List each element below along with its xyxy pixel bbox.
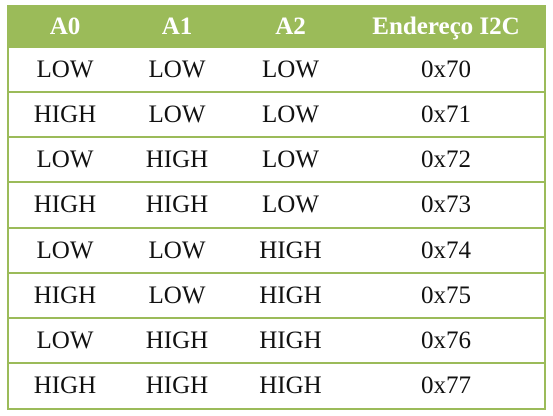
table-row: HIGH HIGH LOW 0x73 (9, 181, 544, 228)
cell-address: 0x71 (348, 91, 544, 138)
i2c-address-table: A0 A1 A2 Endereço I2C LOW LOW LOW 0x70 H… (9, 7, 544, 408)
cell-a1: HIGH (121, 136, 233, 183)
i2c-address-table-container: A0 A1 A2 Endereço I2C LOW LOW LOW 0x70 H… (7, 5, 546, 410)
cell-a0: LOW (9, 226, 121, 273)
cell-a1: HIGH (121, 361, 233, 408)
header-a1: A1 (161, 13, 193, 40)
cell-address: 0x70 (348, 45, 544, 93)
cell-a0: LOW (9, 45, 121, 93)
header-a2: A2 (275, 13, 306, 40)
table-row: LOW HIGH HIGH 0x76 (9, 316, 544, 363)
cell-a0: HIGH (9, 91, 121, 138)
cell-address: 0x76 (348, 316, 544, 363)
table-row: LOW HIGH LOW 0x72 (9, 136, 544, 183)
cell-address: 0x75 (348, 271, 544, 318)
cell-a2: LOW (233, 45, 348, 93)
table-row: HIGH LOW HIGH 0x75 (9, 271, 544, 318)
cell-a2: LOW (233, 91, 348, 138)
cell-a1: LOW (121, 226, 233, 273)
cell-a2: HIGH (233, 361, 348, 408)
cell-a0: LOW (9, 316, 121, 363)
cell-a2: LOW (233, 136, 348, 183)
cell-a2: HIGH (233, 226, 348, 273)
table-row: LOW LOW HIGH 0x74 (9, 226, 544, 273)
header-i2c-address: Endereço I2C (372, 13, 520, 40)
cell-a0: LOW (9, 136, 121, 183)
cell-a2: HIGH (233, 271, 348, 318)
cell-a1: LOW (121, 271, 233, 318)
header-row: A0 A1 A2 Endereço I2C (9, 7, 544, 47)
cell-a1: HIGH (121, 181, 233, 228)
cell-address: 0x74 (348, 226, 544, 273)
table-row: HIGH HIGH HIGH 0x77 (9, 361, 544, 408)
cell-a2: LOW (233, 181, 348, 228)
cell-a0: HIGH (9, 271, 121, 318)
cell-a1: LOW (121, 91, 233, 138)
table-row: HIGH LOW LOW 0x71 (9, 91, 544, 138)
cell-a0: HIGH (9, 361, 121, 408)
table-header: A0 A1 A2 Endereço I2C (9, 7, 544, 47)
cell-address: 0x73 (348, 181, 544, 228)
table-row: LOW LOW LOW 0x70 (9, 45, 544, 93)
cell-address: 0x77 (348, 361, 544, 408)
cell-a2: HIGH (233, 316, 348, 363)
table-body: LOW LOW LOW 0x70 HIGH LOW LOW 0x71 LOW H… (9, 45, 544, 408)
cell-address: 0x72 (348, 136, 544, 183)
cell-a1: LOW (121, 45, 233, 93)
cell-a0: HIGH (9, 181, 121, 228)
cell-a1: HIGH (121, 316, 233, 363)
header-a0: A0 (49, 13, 81, 40)
